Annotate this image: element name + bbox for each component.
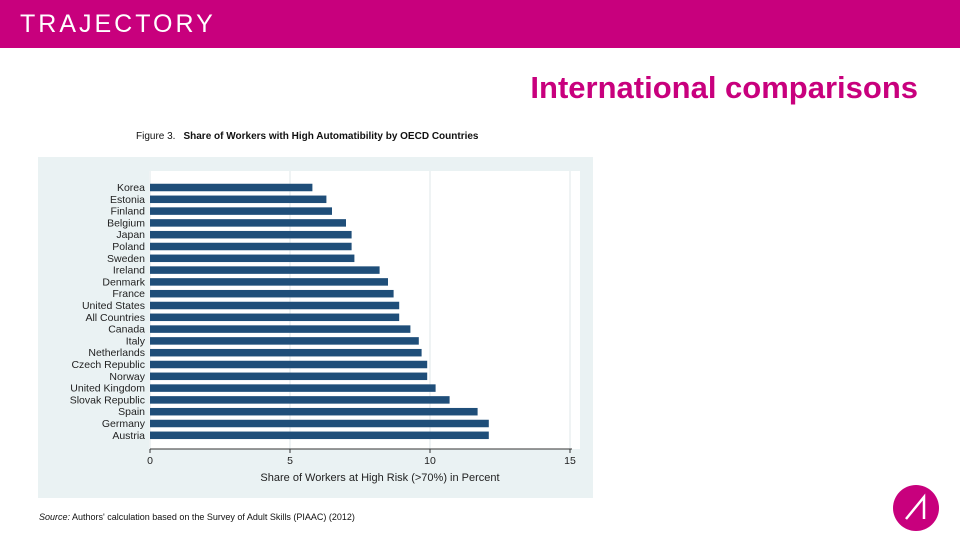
- category-label: Italy: [126, 335, 146, 347]
- bar: [150, 289, 394, 298]
- source-note: Source: Authors' calculation based on th…: [39, 512, 355, 522]
- bar: [150, 266, 380, 274]
- x-tick-label: 15: [564, 455, 576, 467]
- bar: [150, 337, 419, 345]
- bar: [150, 348, 422, 357]
- x-axis-label: Share of Workers at High Risk (>70%) in …: [260, 472, 499, 484]
- x-tick-label: 5: [287, 455, 293, 467]
- bar: [150, 195, 327, 204]
- figure-caption: Figure 3. Share of Workers with High Auto…: [136, 131, 479, 142]
- category-label: Estonia: [110, 194, 145, 206]
- bar: [150, 325, 411, 333]
- bar: [150, 431, 489, 440]
- category-label: Czech Republic: [71, 359, 145, 371]
- category-label: France: [112, 288, 145, 300]
- bar: [150, 396, 450, 404]
- category-label: Spain: [118, 406, 145, 418]
- figure-number: Figure 3.: [136, 131, 176, 142]
- category-label: Japan: [116, 229, 145, 241]
- bar: [150, 419, 489, 428]
- bar: [150, 207, 332, 215]
- bar: [150, 301, 400, 310]
- bar: [150, 242, 352, 251]
- category-label: Netherlands: [88, 347, 145, 359]
- bar: [150, 183, 313, 192]
- bar-chart: KoreaEstoniaFinlandBelgiumJapanPolandSwe…: [38, 157, 593, 498]
- bar: [150, 372, 428, 381]
- bar: [150, 313, 400, 322]
- source-text: Authors' calculation based on the Survey…: [70, 512, 355, 522]
- category-label: Korea: [117, 182, 145, 194]
- category-label: United Kingdom: [70, 383, 145, 395]
- category-label: Norway: [109, 371, 145, 383]
- bar: [150, 230, 352, 239]
- x-tick-label: 0: [147, 455, 153, 467]
- bar: [150, 407, 478, 416]
- category-label: Germany: [102, 418, 146, 430]
- bar: [150, 254, 355, 263]
- bar: [150, 360, 428, 369]
- category-label: Ireland: [113, 265, 145, 277]
- slide-title: International comparisons: [530, 70, 918, 105]
- category-label: United States: [82, 300, 145, 312]
- category-label: Finland: [111, 206, 146, 218]
- category-label: All Countries: [85, 312, 145, 324]
- category-label: Canada: [108, 324, 145, 336]
- category-label: Denmark: [102, 276, 145, 288]
- bar: [150, 219, 346, 227]
- header-bar: TRAJECTORY: [0, 0, 960, 48]
- source-label: Source:: [39, 512, 71, 522]
- category-label: Belgium: [107, 217, 145, 229]
- category-label: Poland: [112, 241, 145, 253]
- bar: [150, 384, 436, 392]
- bar: [150, 278, 388, 286]
- category-label: Austria: [112, 430, 145, 442]
- brand-logo-text: TRAJECTORY: [20, 10, 216, 38]
- category-label: Sweden: [107, 253, 145, 265]
- figure-title: Share of Workers with High Automatibilit…: [183, 131, 479, 142]
- category-label: Slovak Republic: [70, 394, 145, 406]
- trajectory-logo-icon: [893, 485, 939, 531]
- x-tick-label: 10: [424, 455, 436, 467]
